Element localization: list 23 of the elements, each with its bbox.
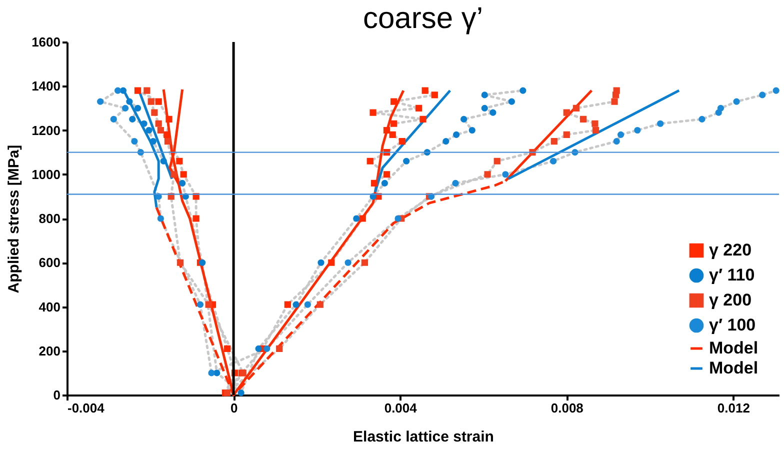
legend-label: Model [709,338,758,358]
y-tick-label: 1600 [32,34,60,50]
legend-label: Model [709,358,758,378]
chart-title: coarse γ’ [362,2,484,35]
legend-label: γ′ 110 [709,266,755,284]
y-tick-label: 400 [38,299,60,314]
legend-label: γ′ 100 [709,316,756,334]
x-tick-label: 0 [230,400,238,416]
y-tick-label: 1400 [32,78,60,94]
x-tick-label: 0.004 [384,400,418,416]
legend-label: γ 200 [709,290,752,310]
x-tick-label: 0.012 [717,400,750,416]
y-tick-label: 200 [38,343,60,358]
x-tick-label: 0.008 [550,400,584,416]
y-tick-label: 600 [38,255,60,270]
x-tick-label: -0.004 [68,400,106,416]
legend-label: γ 220 [709,240,752,260]
y-axis-title: Applied stress [MPa] [6,144,23,294]
y-tick-label: 1000 [32,166,60,182]
x-axis-title: Elastic lattice strain [353,428,494,446]
y-tick-label: 800 [38,211,60,226]
y-tick-label: 0 [53,388,60,402]
y-tick-label: 1200 [32,122,60,138]
